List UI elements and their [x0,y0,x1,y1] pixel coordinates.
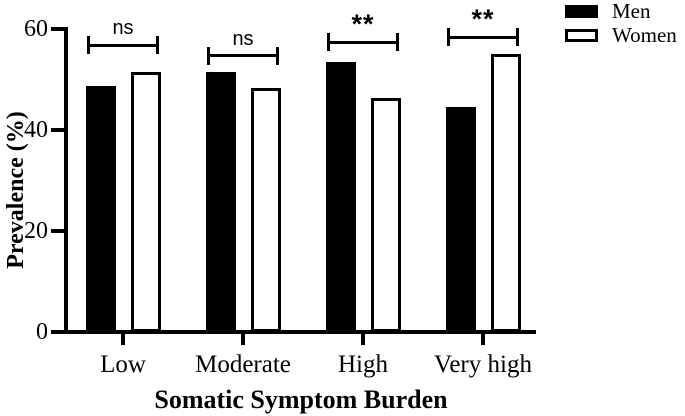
sig-bracket-line-moderate [207,54,279,58]
legend-item-women: Women [565,22,677,47]
sig-bracket-line-low [87,43,159,47]
men-swatch-icon [565,4,598,18]
x-category-label-high: High [338,351,388,378]
x-category-label-very-high: Very high [434,351,532,378]
bar-men-high [325,61,356,332]
y-axis-line [64,27,68,334]
x-category-label-moderate: Moderate [195,351,291,378]
sig-bracket-cap-right-low [156,36,159,55]
sig-bracket-line-very-high [447,35,519,39]
legend: Men Women [565,0,677,50]
y-axis-tick [51,229,64,233]
x-axis-tick [121,332,125,345]
x-axis-tick [241,332,245,345]
bar-women-very-high [490,53,521,332]
y-axis-tick [51,128,64,132]
y-axis-tick [51,330,64,334]
x-axis-tick [361,332,365,345]
sig-label-low: ns [112,17,134,40]
legend-item-men: Men [565,0,677,23]
bar-men-very-high [445,106,476,332]
x-axis-tick [481,332,485,345]
sig-bracket-cap-left-high [327,33,330,52]
y-tick-label: 40 [24,117,48,143]
x-axis-line [64,330,536,334]
sig-bracket-line-high [327,40,399,44]
sig-label-moderate: ns [232,27,254,50]
y-tick-label: 20 [24,218,48,244]
legend-label-men: Men [612,0,651,23]
legend-label-women: Women [612,22,677,47]
bar-men-low [85,85,116,332]
bar-women-low [130,72,161,332]
y-tick-label: 0 [36,319,48,345]
bar-women-moderate [250,88,281,332]
sig-bracket-cap-right-high [396,33,399,52]
sig-label-very-high: ** [471,4,495,35]
sig-bracket-cap-left-low [87,36,90,55]
sig-label-high: ** [351,9,375,40]
bar-women-high [370,97,401,332]
x-axis-title: Somatic Symptom Burden [154,385,448,414]
y-axis-tick [51,27,64,31]
x-category-label-low: Low [100,351,146,378]
sig-bracket-cap-right-moderate [276,46,279,65]
bar-men-moderate [205,71,236,332]
women-swatch-icon [565,28,598,42]
y-tick-label: 60 [24,16,48,42]
sig-bracket-cap-left-moderate [207,46,210,65]
sig-bracket-cap-right-very-high [516,28,519,47]
sig-bracket-cap-left-very-high [447,28,450,47]
